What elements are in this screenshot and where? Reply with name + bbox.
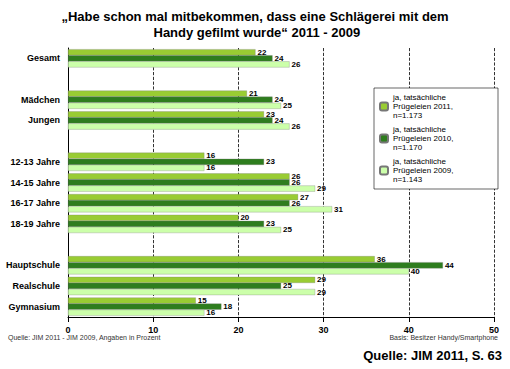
- svg-text:Quelle: JIM 2011, S. 63: Quelle: JIM 2011, S. 63: [363, 348, 502, 363]
- svg-text:Basis: Besitzer Handy/Smartpho: Basis: Besitzer Handy/Smartphone: [389, 334, 498, 342]
- svg-text:n=1.173: n=1.173: [393, 111, 423, 120]
- svg-text:16: 16: [206, 151, 215, 160]
- svg-text:16: 16: [206, 308, 215, 317]
- svg-text:25: 25: [283, 281, 292, 290]
- svg-text:26: 26: [292, 60, 301, 69]
- svg-text:23: 23: [266, 109, 275, 119]
- svg-text:16: 16: [206, 163, 215, 172]
- svg-text:Gesamt: Gesamt: [27, 53, 60, 63]
- svg-text:„Habe schon mal mitbekommen, d: „Habe schon mal mitbekommen, dass eine S…: [61, 9, 448, 24]
- svg-text:21: 21: [249, 89, 258, 98]
- svg-text:ja, tatsächliche: ja, tatsächliche: [392, 157, 448, 166]
- svg-text:26: 26: [292, 199, 301, 208]
- svg-text:Prügeleien 2010,: Prügeleien 2010,: [393, 134, 456, 143]
- svg-text:29: 29: [317, 184, 326, 193]
- svg-text:14-15 Jahre: 14-15 Jahre: [10, 178, 60, 188]
- svg-text:26: 26: [292, 178, 301, 187]
- svg-text:30: 30: [319, 325, 329, 335]
- svg-text:10: 10: [148, 325, 158, 335]
- svg-text:Realschule: Realschule: [12, 281, 60, 291]
- svg-text:36: 36: [377, 255, 386, 264]
- svg-text:24: 24: [274, 54, 283, 63]
- svg-text:20: 20: [240, 213, 249, 222]
- svg-text:Mädchen: Mädchen: [21, 95, 60, 105]
- svg-text:Hauptschule: Hauptschule: [6, 260, 60, 270]
- svg-text:Prügeleien 2009,: Prügeleien 2009,: [393, 166, 456, 175]
- svg-text:n=1.170: n=1.170: [393, 143, 423, 152]
- svg-text:31: 31: [334, 205, 343, 214]
- svg-text:23: 23: [266, 219, 275, 228]
- svg-text:n=1.143: n=1.143: [393, 175, 423, 184]
- svg-text:15: 15: [198, 296, 207, 305]
- svg-text:Gymnasium: Gymnasium: [8, 302, 60, 312]
- svg-text:26: 26: [292, 122, 301, 131]
- svg-text:Prügeleien 2011,: Prügeleien 2011,: [393, 102, 455, 111]
- svg-text:18-19 Jahre: 18-19 Jahre: [10, 219, 60, 229]
- svg-text:25: 25: [283, 225, 292, 234]
- svg-text:Handy gefilmt wurde“ 2011 - 20: Handy gefilmt wurde“ 2011 - 2009: [150, 25, 360, 40]
- svg-text:22: 22: [257, 48, 266, 57]
- svg-text:50: 50: [489, 325, 499, 335]
- svg-text:16-17 Jahre: 16-17 Jahre: [10, 198, 60, 208]
- svg-text:26: 26: [291, 171, 301, 181]
- svg-text:25: 25: [283, 101, 292, 110]
- svg-text:29: 29: [317, 275, 326, 284]
- svg-text:24: 24: [274, 116, 283, 125]
- svg-text:Jungen: Jungen: [28, 115, 60, 125]
- svg-text:23: 23: [266, 157, 275, 166]
- svg-text:27: 27: [300, 193, 309, 202]
- svg-text:20: 20: [233, 325, 243, 335]
- svg-text:ja, tatsächliche: ja, tatsächliche: [392, 125, 448, 134]
- svg-text:44: 44: [445, 261, 454, 270]
- svg-text:18: 18: [223, 302, 232, 311]
- svg-text:40: 40: [404, 325, 414, 335]
- svg-text:29: 29: [317, 288, 326, 297]
- svg-text:Quelle: JIM 2011 - JIM 2009, A: Quelle: JIM 2011 - JIM 2009, Angaben in …: [8, 334, 160, 342]
- svg-text:24: 24: [274, 95, 284, 105]
- svg-text:0: 0: [65, 325, 70, 335]
- svg-text:12-13 Jahre: 12-13 Jahre: [10, 157, 60, 167]
- svg-text:40: 40: [411, 267, 420, 276]
- svg-text:ja, tatsächliche: ja, tatsächliche: [392, 93, 448, 102]
